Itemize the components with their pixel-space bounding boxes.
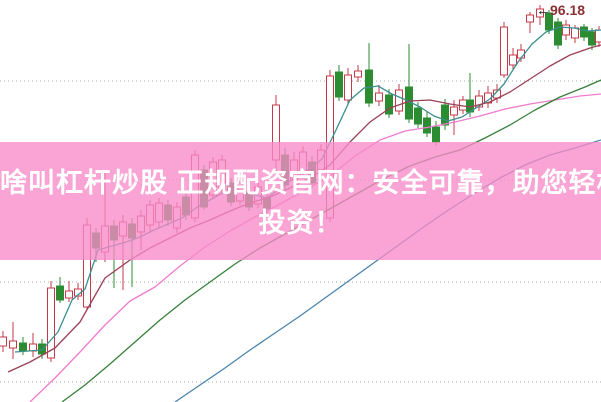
promo-banner-text-line2: 投资！	[258, 208, 343, 238]
arrow-left-icon: ←	[536, 2, 551, 19]
promo-banner[interactable]: 啥叫杠杆炒股 正规配资官网：安全可靠，助您轻松 投资！	[0, 142, 601, 260]
price-marker-label: 96.18	[550, 2, 586, 18]
promo-banner-text-line1: 啥叫杠杆炒股 正规配资官网：安全可靠，助您轻松	[0, 168, 601, 198]
price-marker: ←96.18	[536, 2, 585, 19]
